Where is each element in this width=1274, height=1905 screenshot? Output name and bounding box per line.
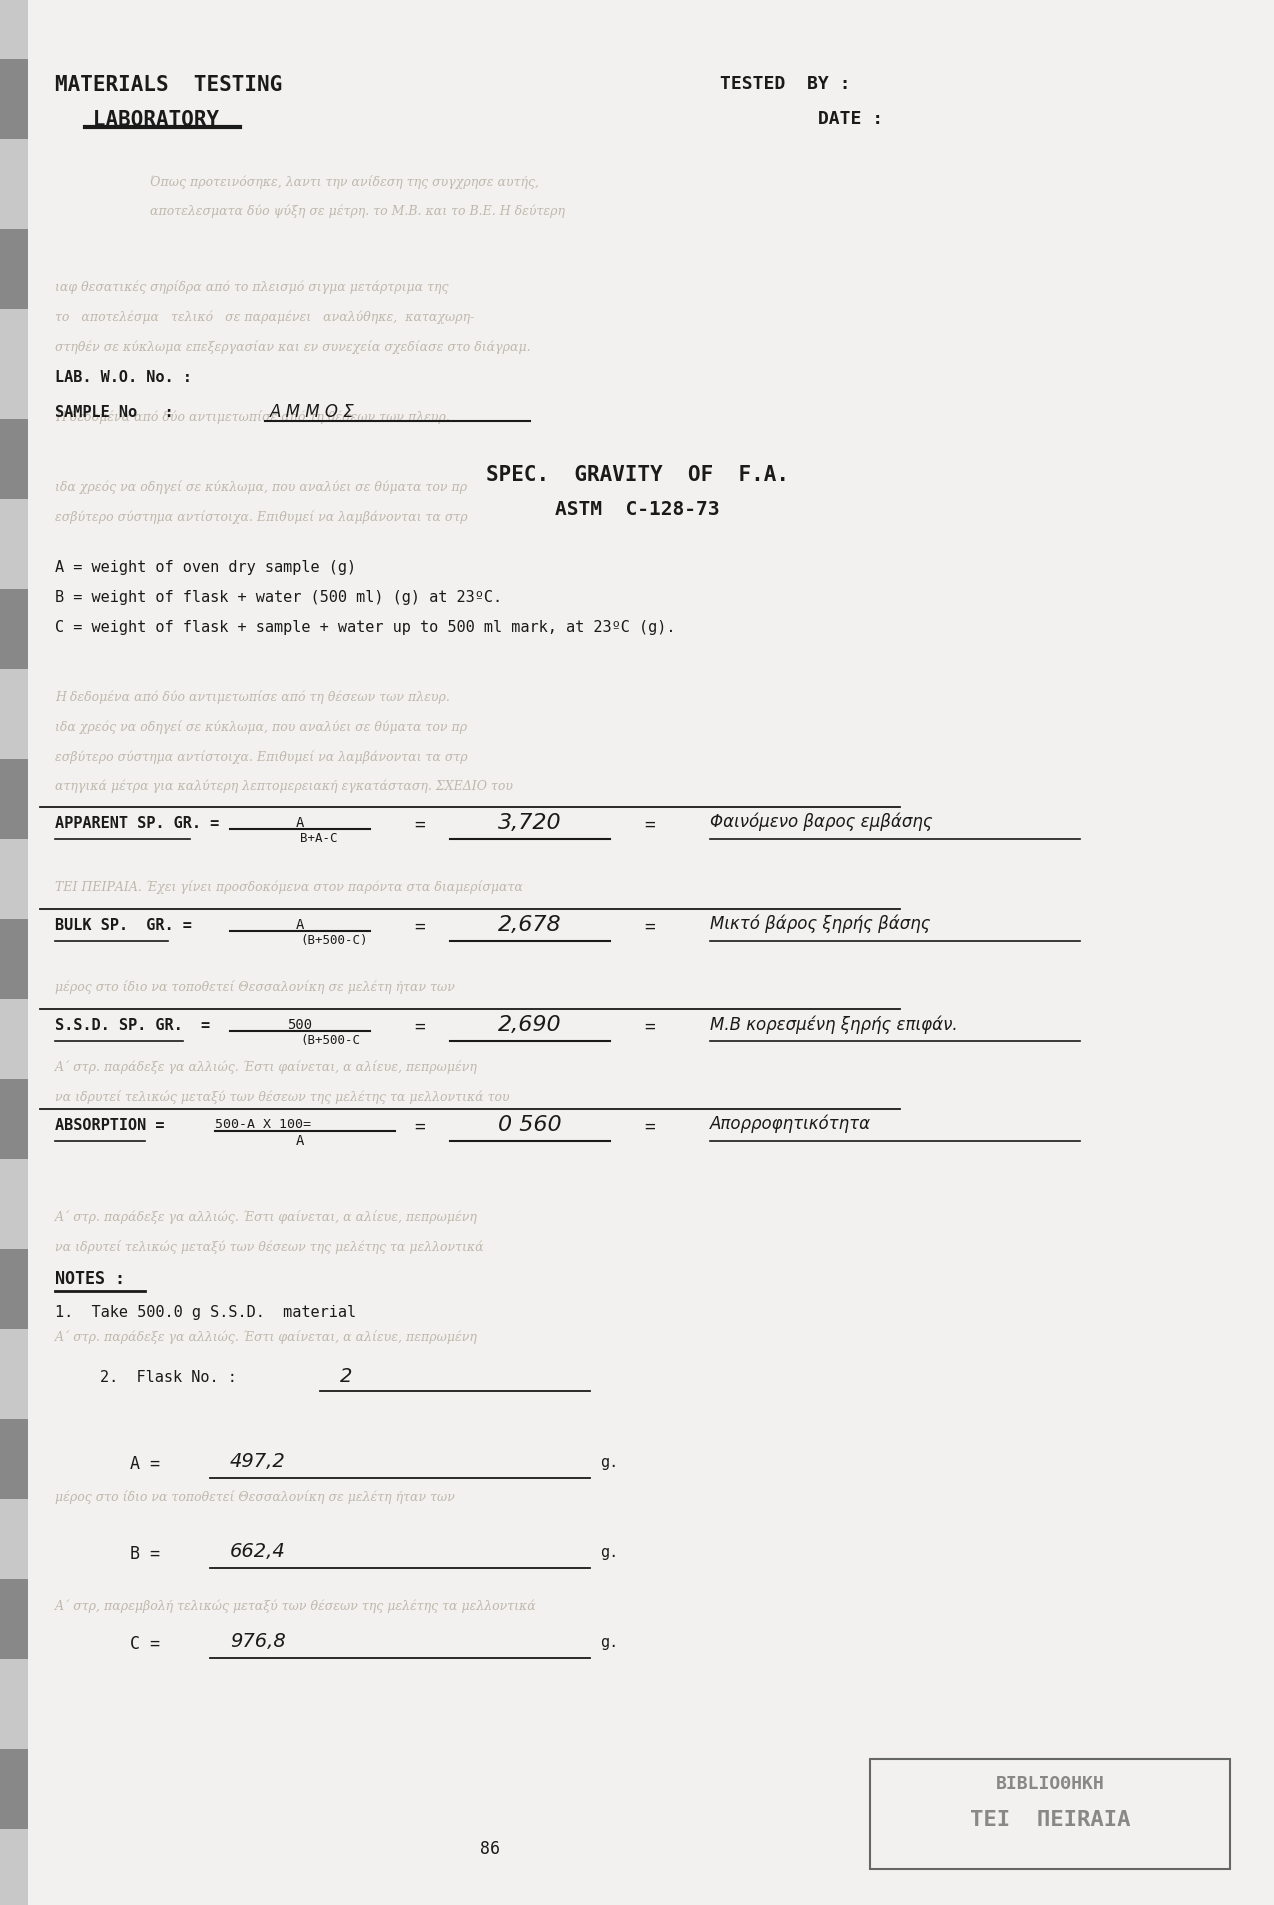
Text: μέρος στο ίδιο να τοποθετεί Θεσσαλονίκη σε μελέτη ήταν των: μέρος στο ίδιο να τοποθετεί Θεσσαλονίκη … [55, 1490, 455, 1503]
Text: 2: 2 [340, 1366, 353, 1385]
Text: Η δεδομένα από δύο αντιμετωπίσε από τη θέσεων των πλευρ.: Η δεδομένα από δύο αντιμετωπίσε από τη θ… [55, 690, 450, 703]
Text: LAB. W.O. No. :: LAB. W.O. No. : [55, 370, 192, 385]
Text: (B+500-C: (B+500-C [299, 1033, 361, 1046]
Text: g.: g. [600, 1454, 618, 1469]
Text: 0 560: 0 560 [498, 1114, 562, 1133]
Text: ABSORPTION =: ABSORPTION = [55, 1118, 164, 1132]
FancyBboxPatch shape [0, 1579, 28, 1659]
Text: APPARENT SP. GR. =: APPARENT SP. GR. = [55, 815, 219, 831]
Text: MATERIALS  TESTING: MATERIALS TESTING [55, 74, 283, 95]
Text: 86: 86 [480, 1838, 499, 1857]
Text: C = weight of flask + sample + water up to 500 ml mark, at 23ºC (g).: C = weight of flask + sample + water up … [55, 619, 675, 634]
Text: =: = [645, 815, 655, 834]
FancyBboxPatch shape [0, 920, 28, 1000]
Text: να ιδρυτεί τελικώς μεταξύ των θέσεων της μελέτης τα μελλοντικά του: να ιδρυτεί τελικώς μεταξύ των θέσεων της… [55, 1090, 510, 1103]
FancyBboxPatch shape [0, 1419, 28, 1499]
Text: (B+500-C): (B+500-C) [299, 933, 367, 947]
Text: αποτελεσματα δύο ψύξη σε μέτρη. το Μ.Β. και το Β.Ε. Η δεύτερη: αποτελεσματα δύο ψύξη σε μέτρη. το Μ.Β. … [150, 206, 564, 219]
Text: =: = [414, 918, 426, 935]
Text: Α΄ στρ. παράδεξε γα αλλιώς. Έστι φαίνεται, α αλίευε, πεπρωμένη: Α΄ στρ. παράδεξε γα αλλιώς. Έστι φαίνετα… [55, 1059, 478, 1073]
Text: Όπως προτεινόσηκε, λαντι την ανίδεση της συγχρησε αυτής,: Όπως προτεινόσηκε, λαντι την ανίδεση της… [150, 175, 539, 189]
Text: Η δεδομένα από δύο αντιμετωπίσε από τη θέσεων των πλευρ.: Η δεδομένα από δύο αντιμετωπίσε από τη θ… [55, 410, 450, 423]
FancyBboxPatch shape [0, 1080, 28, 1160]
Text: στηθέν σε κύκλωμα επεξεργασίαν και εν συνεχεία σχεδίασε στο διάγραμ.: στηθέν σε κύκλωμα επεξεργασίαν και εν συ… [55, 339, 531, 354]
Text: Μικτό βάρος ξηρής βάσης: Μικτό βάρος ξηρής βάσης [710, 914, 930, 933]
Text: SAMPLE No   :: SAMPLE No : [55, 404, 173, 419]
Text: A: A [296, 815, 304, 829]
Text: ιδα χρεός να οδηγεί σε κύκλωμα, που αναλύει σε θύματα τον πρ: ιδα χρεός να οδηγεί σε κύκλωμα, που αναλ… [55, 720, 468, 733]
Text: 497,2: 497,2 [231, 1452, 285, 1471]
Text: 500-A X 100=: 500-A X 100= [215, 1118, 311, 1130]
Text: A: A [296, 1133, 304, 1147]
Text: B = weight of flask + water (500 ml) (g) at 23ºC.: B = weight of flask + water (500 ml) (g)… [55, 591, 502, 604]
Text: ιδα χρεός να οδηγεί σε κύκλωμα, που αναλύει σε θύματα τον πρ: ιδα χρεός να οδηγεί σε κύκλωμα, που αναλ… [55, 480, 468, 493]
Text: ΤΕΙ ΠΕΙΡΑΙΑ. Έχει γίνει προσδοκόμενα στον παρόντα στα διαμερίσματα: ΤΕΙ ΠΕΙΡΑΙΑ. Έχει γίνει προσδοκόμενα στο… [55, 880, 522, 893]
Text: =: = [645, 1017, 655, 1036]
Text: =: = [645, 1118, 655, 1135]
Text: Α΄ στρ. παράδεξε γα αλλιώς. Έστι φαίνεται, α αλίευε, πεπρωμένη: Α΄ στρ. παράδεξε γα αλλιώς. Έστι φαίνετα… [55, 1210, 478, 1223]
Text: =: = [414, 1118, 426, 1135]
Text: DATE :: DATE : [720, 110, 883, 128]
Text: 976,8: 976,8 [231, 1631, 285, 1650]
Text: ιαφ θεσατικές σηρίδρα από το πλεισμό σιγμα μετάρτριμα της: ιαφ θεσατικές σηρίδρα από το πλεισμό σιγ… [55, 280, 448, 293]
Text: Μ.Β κορεσμένη ξηρής επιφάν.: Μ.Β κορεσμένη ξηρής επιφάν. [710, 1015, 958, 1033]
FancyBboxPatch shape [0, 419, 28, 499]
Text: 2,678: 2,678 [498, 914, 562, 935]
Text: ατηγικά μέτρα για καλύτερη λεπτομερειακή εγκατάσταση. ΣΧΕΔΙΟ του: ατηγικά μέτρα για καλύτερη λεπτομερειακή… [55, 779, 513, 792]
Text: 662,4: 662,4 [231, 1541, 285, 1560]
Text: ASTM  C-128-73: ASTM C-128-73 [554, 499, 720, 518]
Text: να ιδρυτεί τελικώς μεταξύ των θέσεων της μελέτης τα μελλοντικά: να ιδρυτεί τελικώς μεταξύ των θέσεων της… [55, 1240, 484, 1253]
Text: B+A-C: B+A-C [299, 832, 338, 844]
Text: BIBLIOΘHKH: BIBLIOΘHKH [995, 1774, 1105, 1793]
Text: μέρος στο ίδιο να τοποθετεί Θεσσαλονίκη σε μελέτη ήταν των: μέρος στο ίδιο να τοποθετεί Θεσσαλονίκη … [55, 979, 455, 993]
Text: =: = [414, 815, 426, 834]
Text: 2.  Flask No. :: 2. Flask No. : [99, 1370, 237, 1385]
Text: g.: g. [600, 1545, 618, 1558]
Text: εσβύτερο σύστημα αντίστοιχα. Επιθυμεί να λαμβάνονται τα στρ: εσβύτερο σύστημα αντίστοιχα. Επιθυμεί να… [55, 749, 468, 764]
FancyBboxPatch shape [0, 760, 28, 840]
Text: g.: g. [600, 1634, 618, 1650]
Text: A M M O Σ: A M M O Σ [270, 402, 354, 421]
Text: το   αποτελέσμα   τελικό   σε παραμένει   αναλύθηκε,  καταχωρη-: το αποτελέσμα τελικό σε παραμένει αναλύθ… [55, 311, 474, 324]
Text: =: = [414, 1017, 426, 1036]
Text: Α΄ στρ, παρεμβολή τελικώς μεταξύ των θέσεων της μελέτης τα μελλοντικά: Α΄ στρ, παρεμβολή τελικώς μεταξύ των θέσ… [55, 1598, 536, 1614]
FancyBboxPatch shape [0, 1250, 28, 1330]
Text: =: = [645, 918, 655, 935]
Text: εσβύτερο σύστημα αντίστοιχα. Επιθυμεί να λαμβάνονται τα στρ: εσβύτερο σύστημα αντίστοιχα. Επιθυμεί να… [55, 511, 468, 524]
Text: Απορροφητικότητα: Απορροφητικότητα [710, 1114, 871, 1133]
FancyBboxPatch shape [0, 1749, 28, 1829]
Text: TEI  ΠEIRAIA: TEI ΠEIRAIA [970, 1810, 1130, 1829]
FancyBboxPatch shape [0, 59, 28, 139]
Text: BULK SP.  GR. =: BULK SP. GR. = [55, 918, 192, 933]
Text: S.S.D. SP. GR.  =: S.S.D. SP. GR. = [55, 1017, 210, 1033]
Text: SPEC.  GRAVITY  OF  F.A.: SPEC. GRAVITY OF F.A. [485, 465, 789, 484]
Text: 1.  Take 500.0 g S.S.D.  material: 1. Take 500.0 g S.S.D. material [55, 1305, 357, 1320]
FancyBboxPatch shape [0, 231, 28, 311]
FancyBboxPatch shape [28, 0, 1274, 1905]
Text: Α΄ στρ. παράδεξε γα αλλιώς. Έστι φαίνεται, α αλίευε, πεπρωμένη: Α΄ στρ. παράδεξε γα αλλιώς. Έστι φαίνετα… [55, 1330, 478, 1343]
Text: C =: C = [130, 1634, 161, 1652]
Text: Φαινόμενο βαρος εμβάσης: Φαινόμενο βαρος εμβάσης [710, 813, 933, 831]
Text: LABORATORY: LABORATORY [55, 110, 219, 130]
Text: NOTES :: NOTES : [55, 1269, 125, 1288]
Text: B =: B = [130, 1545, 161, 1562]
Text: A =: A = [130, 1454, 161, 1473]
Text: 3,720: 3,720 [498, 813, 562, 832]
Text: A: A [296, 918, 304, 932]
Text: TESTED  BY :: TESTED BY : [720, 74, 851, 93]
Text: A = weight of oven dry sample (g): A = weight of oven dry sample (g) [55, 560, 357, 575]
FancyBboxPatch shape [0, 591, 28, 671]
Text: 500: 500 [288, 1017, 312, 1031]
FancyBboxPatch shape [0, 0, 28, 1905]
Text: 2,690: 2,690 [498, 1015, 562, 1034]
